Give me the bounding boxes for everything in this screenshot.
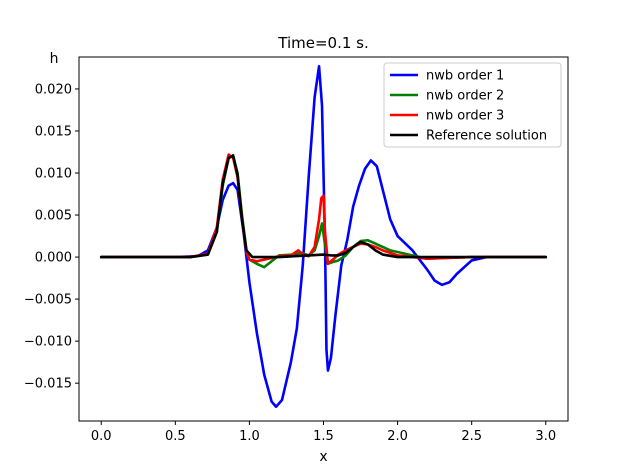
legend-label-2: nwb order 2 (426, 89, 504, 104)
x-axis-label: x (319, 449, 327, 465)
series-layer (99, 64, 548, 409)
y-tick-label: −0.015 (24, 377, 72, 392)
legend-entries: nwb order 1 nwb order 2 nwb order 3 Referen… (390, 69, 547, 144)
x-tick-label: 2.0 (387, 429, 408, 444)
legend: nwb order 1 nwb order 2 nwb order 3 Referen… (383, 62, 562, 148)
chart-title: Time=0.1 s. (277, 34, 368, 52)
legend-label-4: Reference solution (426, 129, 547, 144)
legend-label-1: nwb order 1 (426, 69, 504, 84)
y-tick-label: 0.015 (35, 124, 72, 139)
x-tick-label: 1.0 (239, 429, 260, 444)
y-tick-label: −0.005 (24, 293, 72, 308)
y-axis: −0.015 −0.010 −0.005 0.000 0.005 0.010 0.015 0.… (24, 82, 79, 392)
legend-label-3: nwb order 3 (426, 109, 504, 124)
x-axis: 0.0 0.5 1.0 1.5 2.0 2.5 3.0 (91, 421, 556, 444)
y-tick-label: 0.010 (35, 167, 72, 182)
y-tick-label: 0.020 (35, 82, 72, 97)
x-tick-label: 2.5 (461, 429, 482, 444)
series-line-1 (99, 64, 548, 409)
x-tick-label: 0.0 (91, 429, 112, 444)
x-tick-label: 1.5 (313, 429, 334, 444)
legend-box (383, 62, 562, 148)
y-tick-label: 0.005 (35, 209, 72, 224)
series-line-4 (99, 154, 548, 259)
x-tick-label: 3.0 (535, 429, 556, 444)
y-tick-label: 0.000 (35, 251, 72, 266)
y-tick-label: −0.010 (24, 335, 72, 350)
y-axis-label: h (50, 51, 59, 67)
x-tick-label: 0.5 (165, 429, 186, 444)
